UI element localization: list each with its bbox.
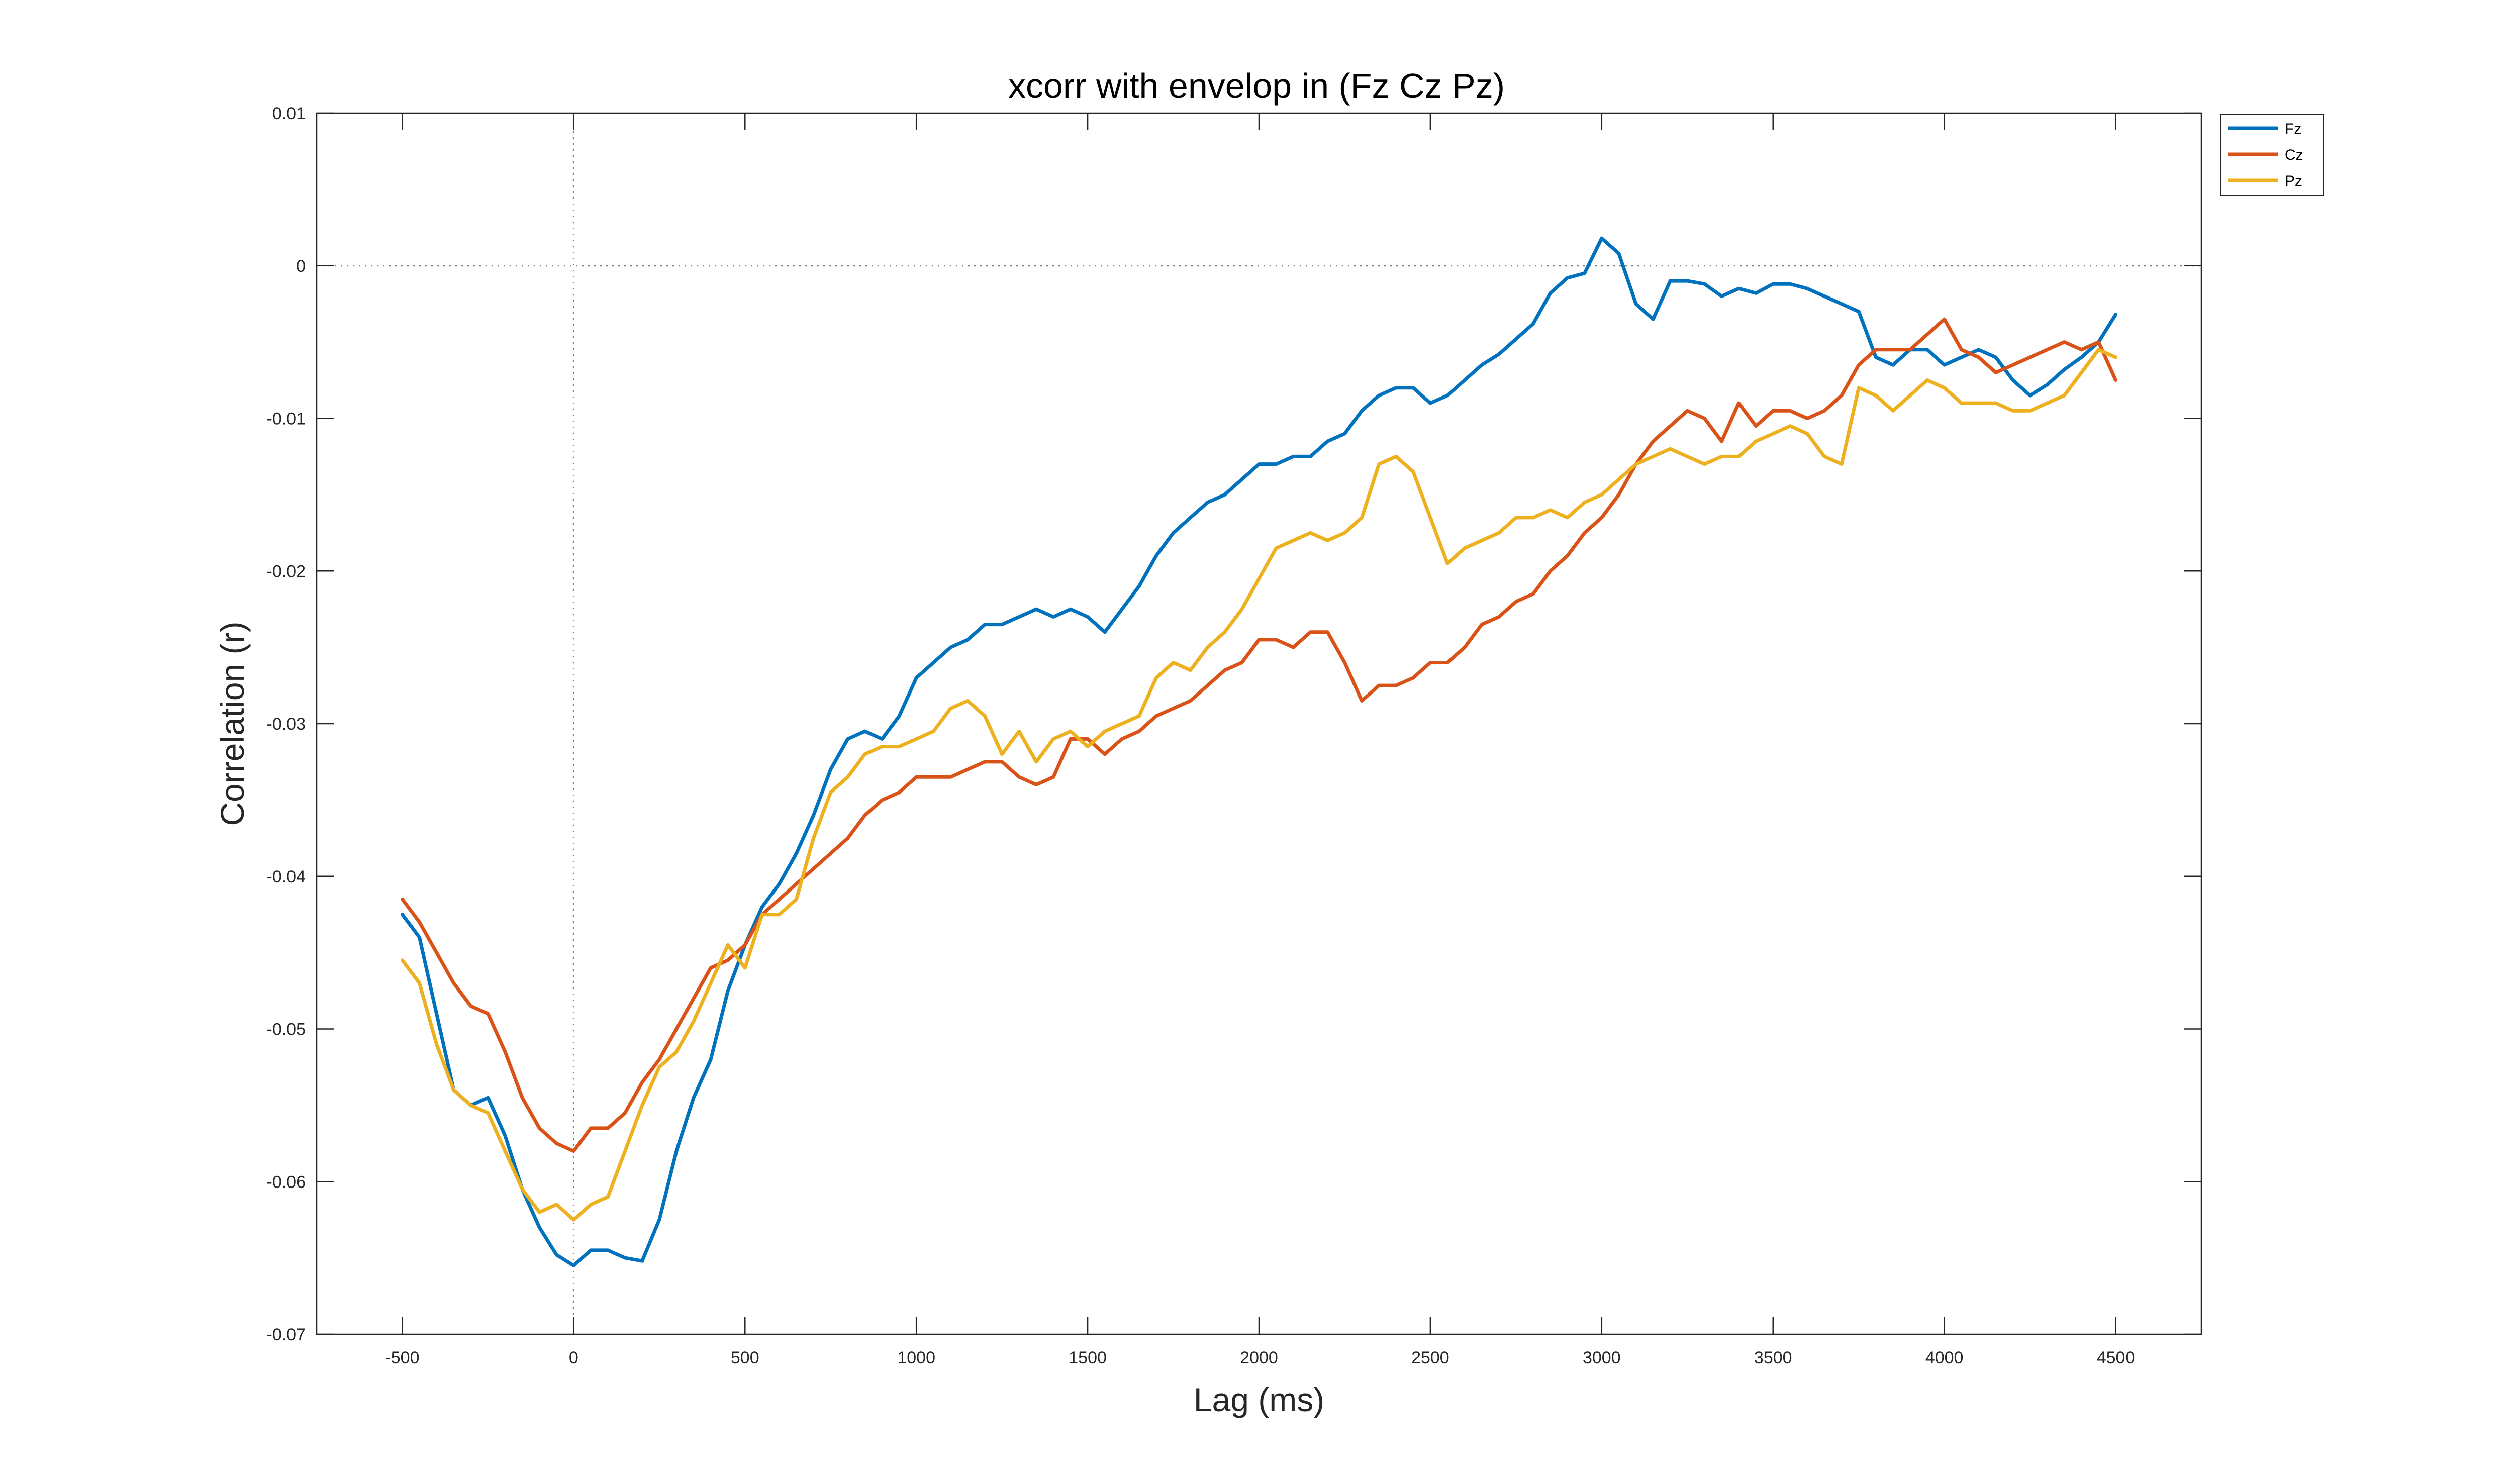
x-tick-label: -500 (385, 1348, 419, 1367)
y-axis-title: Correlation (r) (214, 621, 251, 826)
y-tick-label: -0.02 (267, 562, 306, 581)
legend: Fz Cz Pz (2220, 114, 2324, 196)
y-tick-label: -0.04 (267, 867, 306, 886)
chart-title: xcorr with envelop in (Fz Cz Pz) (1008, 66, 1505, 106)
plot-area: -500 0 500 1000 1500 2000 2500 3000 3500 4000 4500… (267, 104, 2202, 1367)
y-axis-ticks: 0.01 0 -0.01 -0.02 -0.03 -0.04 -0.05 -0.06 -0.07 (267, 104, 2201, 1344)
axes-frame (316, 112, 2202, 1335)
y-tick-label: -0.07 (267, 1325, 306, 1344)
legend-items: Fz Cz Pz (2228, 121, 2303, 189)
series-line-fz (401, 236, 2117, 1267)
y-tick-label: 0 (296, 257, 306, 276)
x-tick-label: 4500 (2097, 1348, 2135, 1367)
y-tick-label: -0.05 (267, 1020, 306, 1039)
x-tick-label: 3500 (1754, 1348, 1792, 1367)
x-axis-ticks: -500 0 500 1000 1500 2000 2500 3000 3500 4000 4500 (385, 113, 2135, 1367)
y-tick-label: -0.06 (267, 1172, 306, 1192)
x-tick-label: 0 (569, 1348, 578, 1367)
y-tick-label: -0.01 (267, 410, 306, 429)
x-axis-title: Lag (ms) (1194, 1381, 1324, 1418)
x-tick-label: 4000 (1925, 1348, 1964, 1367)
legend-label-pz: Pz (2285, 173, 2302, 189)
x-tick-label: 2500 (1411, 1348, 1449, 1367)
y-tick-label: 0.01 (272, 104, 306, 123)
x-tick-label: 3000 (1583, 1348, 1621, 1367)
series-lines (401, 236, 2117, 1267)
x-tick-label: 1000 (897, 1348, 935, 1367)
series-line-pz (401, 348, 2117, 1222)
y-tick-label: -0.03 (267, 715, 306, 734)
x-tick-label: 1500 (1069, 1348, 1107, 1367)
x-tick-label: 2000 (1240, 1348, 1278, 1367)
legend-label-cz: Cz (2285, 147, 2303, 163)
series-line-cz (401, 317, 2117, 1153)
legend-label-fz: Fz (2285, 121, 2301, 137)
x-tick-label: 500 (731, 1348, 759, 1367)
